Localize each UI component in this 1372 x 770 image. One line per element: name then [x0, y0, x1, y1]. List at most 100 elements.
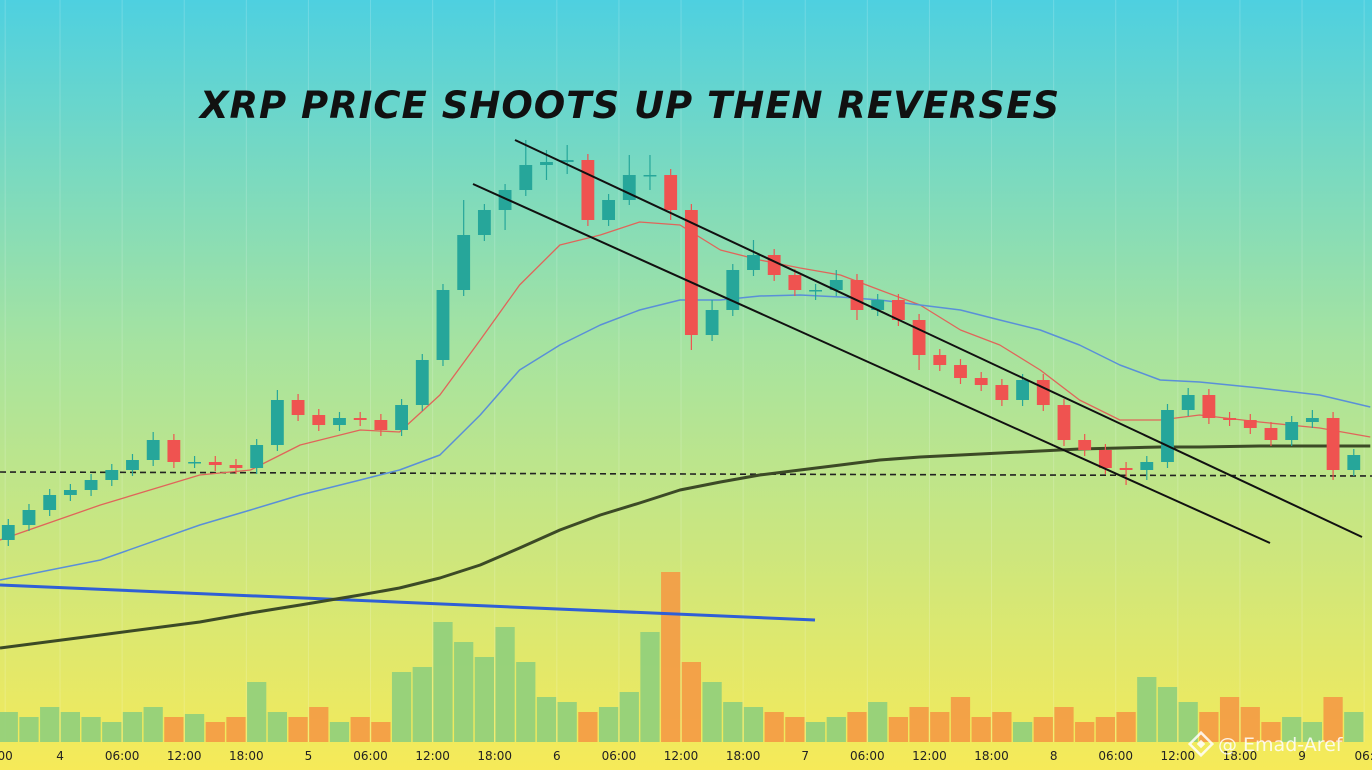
- candle-body: [188, 462, 201, 464]
- candle-body: [540, 162, 553, 165]
- support-dashed-line: [0, 471, 1372, 477]
- volume-bar: [1137, 677, 1157, 742]
- volume-bar: [1240, 707, 1260, 742]
- volume-bar: [578, 712, 598, 742]
- channel-lower-line: [472, 183, 1271, 544]
- candle-body: [291, 400, 305, 415]
- grid: [4, 0, 1365, 742]
- candle-body: [1181, 395, 1195, 410]
- candle-body: [22, 510, 36, 525]
- volume-bar: [723, 702, 743, 742]
- x-tick-label: 18:00: [974, 749, 1009, 763]
- candle-body: [415, 360, 429, 405]
- candle-body: [1119, 468, 1133, 470]
- volume-bar: [60, 712, 81, 742]
- candle-body: [684, 210, 698, 335]
- x-tick-label: 7: [801, 749, 809, 763]
- candles: [1, 140, 1361, 546]
- candle-body: [1078, 440, 1092, 450]
- volume-bar: [0, 712, 18, 742]
- watermark-text: @ Emad-Aref: [1218, 734, 1344, 756]
- candle-body: [43, 495, 57, 510]
- volume-bar: [785, 717, 805, 742]
- x-tick-label: 18:00: [1223, 749, 1258, 763]
- volume-bar: [309, 707, 329, 742]
- volume-bar: [164, 717, 184, 742]
- candle-body: [891, 300, 905, 320]
- volume-bar: [226, 717, 246, 742]
- candle-body: [1057, 405, 1071, 440]
- volume-bar: [1054, 707, 1074, 742]
- candle-body: [809, 290, 822, 292]
- x-tick-label: 06:00: [1098, 749, 1133, 763]
- candle-body: [1285, 422, 1299, 440]
- x-axis: 00 4 06:00 12:00 18:00 5 06:00 12:00 18:00 6 06:00…: [0, 749, 1372, 763]
- volume-bar: [122, 712, 143, 742]
- volume-bar: [868, 702, 888, 742]
- volume-bar: [950, 697, 971, 742]
- volume-bar: [1033, 717, 1053, 742]
- candle-body: [519, 165, 533, 190]
- volume-bar: [81, 717, 101, 742]
- volume-bar: [743, 707, 764, 742]
- volume-bar: [433, 622, 453, 742]
- volume-bar: [1012, 722, 1033, 742]
- volume-bar: [454, 642, 474, 742]
- volume-bar: [474, 657, 495, 742]
- x-tick-label: 18:00: [477, 749, 512, 763]
- candle-body: [208, 462, 222, 465]
- volume-bar: [992, 712, 1012, 742]
- candle-body: [1243, 420, 1257, 428]
- candle-body: [1223, 418, 1237, 420]
- x-tick-label: 06:00: [105, 749, 140, 763]
- channel-upper-line: [514, 139, 1363, 538]
- volume-bar: [930, 712, 950, 742]
- candle-body: [1016, 380, 1029, 400]
- candle-body: [1347, 455, 1361, 470]
- volume-bar: [412, 667, 432, 742]
- volume-bar: [1075, 722, 1095, 742]
- volume-bar: [971, 717, 991, 742]
- volume-bar: [640, 632, 660, 742]
- volume-bar: [288, 717, 308, 742]
- volume-bar: [619, 692, 639, 742]
- volume-layer: [0, 572, 1364, 742]
- candle-body: [871, 300, 885, 310]
- x-tick-label: 12:00: [912, 749, 947, 763]
- candle-body: [1036, 380, 1050, 405]
- candle-body: [1305, 418, 1319, 422]
- x-tick-label: 18:00: [726, 749, 761, 763]
- volume-bar: [329, 722, 350, 742]
- candle-body: [933, 355, 947, 365]
- volume-bar: [1116, 712, 1136, 742]
- candle-body: [333, 418, 346, 425]
- candle-body: [1140, 462, 1154, 470]
- candle-body: [146, 440, 160, 460]
- candle-body: [747, 255, 760, 270]
- volume-bar: [1344, 712, 1364, 742]
- volume-bar: [1323, 697, 1343, 742]
- x-tick-label: 00: [0, 749, 13, 763]
- volume-bar: [267, 712, 288, 742]
- x-tick-label: 6: [553, 749, 561, 763]
- candle-body: [84, 480, 98, 490]
- volume-bar: [847, 712, 867, 742]
- candle-body: [105, 470, 119, 480]
- x-tick-label: 06:00: [353, 749, 388, 763]
- x-tick-label: 12:00: [664, 749, 699, 763]
- candle-body: [1264, 428, 1278, 440]
- candle-body: [829, 280, 843, 290]
- x-tick-label: 06:00: [602, 749, 637, 763]
- volume-bar: [371, 722, 391, 742]
- volume-bar: [247, 682, 267, 742]
- candle-body: [167, 440, 181, 462]
- candle-body: [1202, 395, 1216, 418]
- candle-body: [643, 175, 657, 177]
- candle-body: [705, 310, 719, 335]
- x-tick-label: 12:00: [167, 749, 202, 763]
- x-tick-label: 12:00: [415, 749, 450, 763]
- x-tick-label: 4: [56, 749, 64, 763]
- candle-body: [312, 415, 326, 425]
- candle-body: [560, 160, 574, 162]
